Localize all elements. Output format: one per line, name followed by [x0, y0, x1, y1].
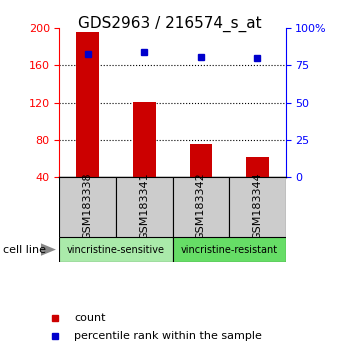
Text: count: count: [74, 313, 106, 323]
Bar: [76, 32, 99, 177]
Bar: [173, 177, 229, 237]
Text: cell line: cell line: [3, 245, 46, 255]
Text: vincristine-sensitive: vincristine-sensitive: [67, 245, 165, 255]
Polygon shape: [41, 244, 56, 256]
Bar: [246, 156, 269, 177]
Bar: [59, 237, 173, 262]
Text: percentile rank within the sample: percentile rank within the sample: [74, 331, 262, 341]
Bar: [59, 177, 116, 237]
Text: GSM183341: GSM183341: [139, 172, 149, 240]
Text: vincristine-resistant: vincristine-resistant: [181, 245, 278, 255]
Bar: [229, 177, 286, 237]
Bar: [173, 237, 286, 262]
Bar: [133, 102, 156, 177]
Bar: [116, 177, 173, 237]
Bar: [189, 144, 212, 177]
Text: GSM183344: GSM183344: [252, 172, 262, 240]
Text: GSM183342: GSM183342: [196, 172, 206, 240]
Text: GSM183338: GSM183338: [83, 172, 93, 240]
Text: GDS2963 / 216574_s_at: GDS2963 / 216574_s_at: [78, 16, 262, 32]
